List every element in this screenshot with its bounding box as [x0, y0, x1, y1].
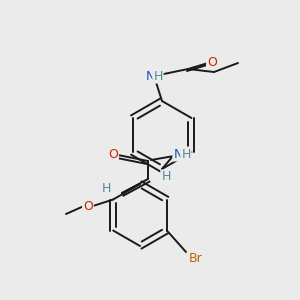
Text: H: H: [161, 170, 171, 184]
Text: H: H: [101, 182, 111, 196]
Text: O: O: [108, 148, 118, 161]
Text: H: H: [181, 148, 191, 160]
Text: Br: Br: [189, 251, 203, 265]
Text: O: O: [207, 56, 217, 68]
Text: N: N: [173, 148, 183, 160]
Text: O: O: [83, 200, 93, 212]
Text: N: N: [145, 70, 155, 83]
Text: H: H: [153, 70, 163, 83]
